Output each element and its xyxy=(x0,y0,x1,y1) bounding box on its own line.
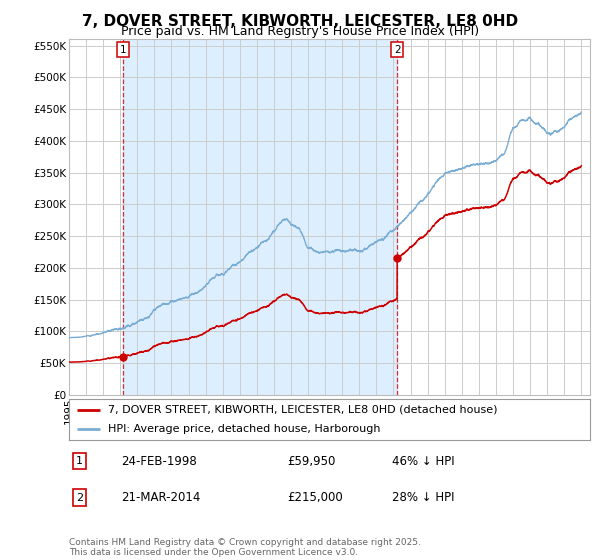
Text: 1: 1 xyxy=(76,456,83,466)
Text: £59,950: £59,950 xyxy=(288,455,336,468)
Text: 24-FEB-1998: 24-FEB-1998 xyxy=(121,455,197,468)
Text: 2: 2 xyxy=(76,493,83,503)
Text: HPI: Average price, detached house, Harborough: HPI: Average price, detached house, Harb… xyxy=(108,423,380,433)
Text: 28% ↓ HPI: 28% ↓ HPI xyxy=(392,491,454,504)
Text: 7, DOVER STREET, KIBWORTH, LEICESTER, LE8 0HD (detached house): 7, DOVER STREET, KIBWORTH, LEICESTER, LE… xyxy=(108,405,497,415)
Text: Contains HM Land Registry data © Crown copyright and database right 2025.
This d: Contains HM Land Registry data © Crown c… xyxy=(69,538,421,557)
Text: 21-MAR-2014: 21-MAR-2014 xyxy=(121,491,200,504)
Text: 46% ↓ HPI: 46% ↓ HPI xyxy=(392,455,455,468)
Text: 1: 1 xyxy=(119,45,126,54)
Bar xyxy=(123,39,397,395)
Text: Price paid vs. HM Land Registry's House Price Index (HPI): Price paid vs. HM Land Registry's House … xyxy=(121,25,479,38)
Text: 2: 2 xyxy=(394,45,401,54)
Text: 7, DOVER STREET, KIBWORTH, LEICESTER, LE8 0HD: 7, DOVER STREET, KIBWORTH, LEICESTER, LE… xyxy=(82,14,518,29)
Text: £215,000: £215,000 xyxy=(288,491,343,504)
